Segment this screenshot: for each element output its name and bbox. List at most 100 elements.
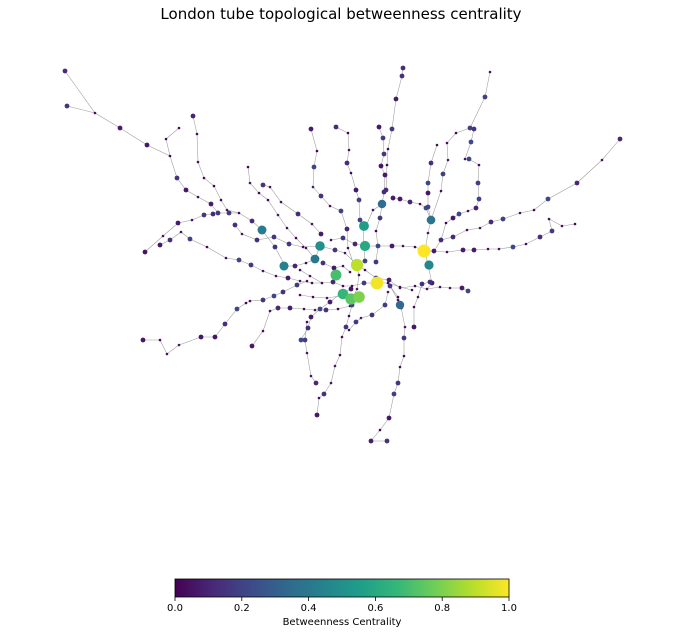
colorbar-tick-label: 0.8 bbox=[434, 603, 450, 614]
station-node bbox=[165, 352, 169, 356]
hub-station-node bbox=[315, 241, 325, 251]
station-node bbox=[317, 396, 321, 400]
station-node bbox=[205, 245, 209, 249]
station-node bbox=[338, 353, 342, 357]
station-node bbox=[311, 164, 317, 170]
station-node bbox=[478, 226, 482, 230]
station-node bbox=[413, 245, 417, 249]
station-node bbox=[518, 211, 522, 215]
station-node bbox=[545, 196, 551, 202]
station-node bbox=[302, 337, 308, 343]
station-node bbox=[276, 213, 280, 217]
tube-edge bbox=[247, 166, 316, 260]
station-node bbox=[254, 237, 260, 243]
station-node bbox=[347, 314, 351, 318]
station-node bbox=[382, 172, 388, 178]
station-node bbox=[310, 222, 314, 226]
station-node bbox=[425, 287, 429, 291]
station-node bbox=[468, 139, 474, 145]
colorbar-tick-label: 0.0 bbox=[167, 603, 183, 614]
station-node bbox=[376, 124, 382, 130]
station-node bbox=[341, 284, 345, 288]
station-node bbox=[377, 215, 383, 221]
station-node bbox=[305, 279, 309, 283]
station-node bbox=[344, 160, 350, 166]
station-node bbox=[375, 243, 381, 249]
station-node bbox=[333, 124, 339, 130]
station-node bbox=[362, 258, 368, 264]
station-node bbox=[547, 217, 551, 221]
station-node bbox=[237, 211, 241, 215]
station-node bbox=[183, 187, 189, 193]
station-node bbox=[560, 224, 564, 228]
station-node bbox=[386, 290, 390, 294]
tube-edge bbox=[425, 128, 480, 252]
tube-edge bbox=[165, 127, 180, 157]
station-node bbox=[346, 131, 350, 135]
station-node bbox=[353, 187, 359, 193]
station-node bbox=[222, 321, 228, 327]
colorbar-tick-label: 0.4 bbox=[301, 603, 317, 614]
station-node bbox=[274, 274, 278, 278]
hub-station-node bbox=[257, 225, 267, 235]
hub-station-node bbox=[310, 254, 320, 264]
station-node bbox=[195, 132, 199, 136]
station-node bbox=[440, 171, 446, 177]
station-node bbox=[244, 301, 248, 305]
station-node bbox=[208, 201, 214, 207]
station-node bbox=[226, 210, 232, 216]
chart-title: London tube topological betweenness cent… bbox=[160, 5, 521, 23]
hub-station-node bbox=[350, 258, 364, 272]
station-node bbox=[347, 328, 351, 332]
station-node bbox=[308, 314, 314, 320]
station-node bbox=[248, 181, 252, 185]
station-node bbox=[190, 113, 196, 119]
tube-edge bbox=[192, 115, 240, 214]
station-node bbox=[210, 211, 216, 217]
tube-edge bbox=[375, 126, 386, 263]
station-node bbox=[202, 176, 206, 180]
station-node bbox=[305, 320, 309, 324]
station-node bbox=[285, 226, 289, 230]
tube-edge bbox=[335, 126, 366, 262]
station-node bbox=[428, 160, 434, 166]
station-node bbox=[454, 131, 458, 135]
station-node bbox=[460, 247, 466, 253]
tube-edge bbox=[424, 218, 576, 253]
tube-edge bbox=[322, 262, 351, 273]
station-node bbox=[168, 154, 172, 158]
hub-station-node bbox=[370, 276, 384, 290]
station-node bbox=[219, 198, 223, 202]
station-node bbox=[497, 247, 501, 251]
station-node bbox=[311, 185, 315, 189]
colorbar-tick-label: 0.2 bbox=[234, 603, 250, 614]
station-node bbox=[318, 231, 324, 237]
station-node bbox=[467, 125, 473, 131]
station-node bbox=[378, 163, 384, 169]
station-node bbox=[310, 281, 314, 285]
station-node bbox=[142, 249, 148, 255]
station-node bbox=[320, 260, 326, 266]
station-node bbox=[510, 244, 516, 250]
station-node bbox=[309, 374, 313, 378]
hub-station-node bbox=[359, 221, 369, 231]
station-node bbox=[373, 259, 379, 265]
station-node bbox=[294, 282, 300, 288]
station-node bbox=[355, 287, 359, 291]
station-node bbox=[465, 228, 469, 232]
station-node bbox=[246, 165, 250, 169]
station-node bbox=[438, 285, 442, 289]
station-node bbox=[320, 281, 324, 285]
station-node bbox=[338, 208, 344, 214]
tube-edge bbox=[440, 138, 621, 241]
station-node bbox=[450, 234, 456, 240]
station-node bbox=[232, 222, 238, 228]
station-node bbox=[340, 235, 346, 241]
station-node bbox=[329, 238, 333, 242]
station-node bbox=[448, 286, 452, 290]
hub-station-node bbox=[279, 261, 289, 271]
station-node bbox=[427, 279, 433, 285]
station-node bbox=[465, 288, 471, 294]
station-node bbox=[445, 141, 449, 145]
